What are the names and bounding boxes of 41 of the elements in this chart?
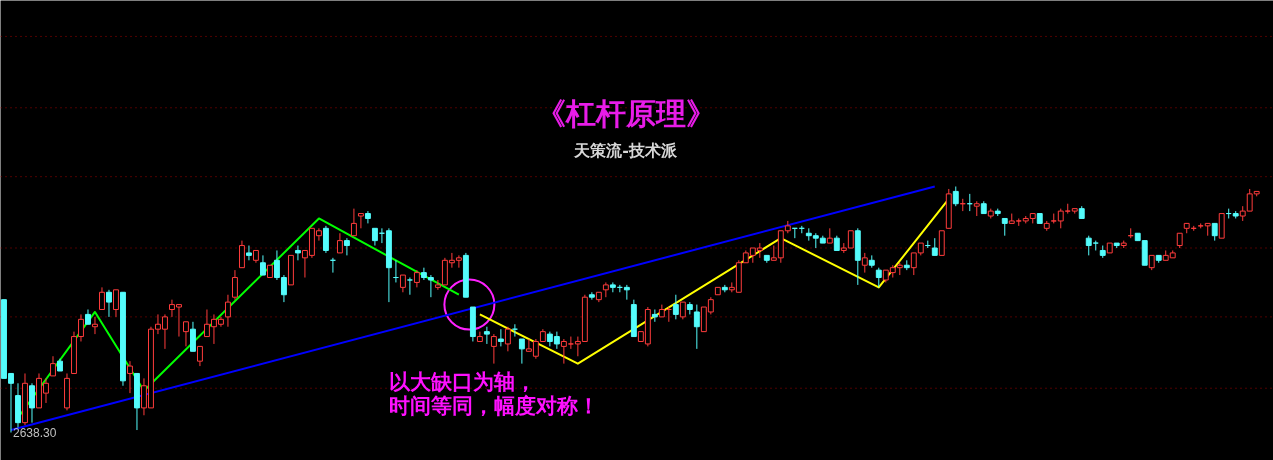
annotation: 2638.30 <box>13 426 57 440</box>
candlestick <box>350 208 357 237</box>
candlestick <box>357 213 364 229</box>
candlestick <box>672 294 679 320</box>
candlestick <box>197 345 203 367</box>
candlestick <box>490 333 497 365</box>
chart-title: 《杠杆原理》 <box>535 96 716 131</box>
candlestick <box>106 289 112 318</box>
candlestick <box>504 326 511 352</box>
candlestick <box>99 286 105 310</box>
candlestick <box>238 240 245 269</box>
candlestick <box>483 326 490 345</box>
candlestick <box>861 252 868 274</box>
candlestick <box>406 277 413 296</box>
candlestick <box>127 360 133 394</box>
candlestick <box>343 237 350 256</box>
candlestick <box>952 186 959 207</box>
candlestick <box>29 382 35 424</box>
candlestick <box>336 232 343 254</box>
candlestick <box>875 267 882 288</box>
candlestick <box>50 355 56 377</box>
candlestick <box>113 289 119 318</box>
annotation: 以大缺口为轴， <box>388 369 536 394</box>
candlestick <box>245 245 252 261</box>
annotation: 时间等同，幅度对称！ <box>388 393 599 418</box>
chart-subtitle: 天策流-技术派 <box>573 141 678 160</box>
candlestick <box>225 294 231 328</box>
candlestick <box>364 210 371 224</box>
candlestick <box>602 281 609 298</box>
candlestick <box>693 304 700 350</box>
candlestick <box>232 269 238 301</box>
candlestick <box>259 254 266 276</box>
candlestick <box>322 225 329 254</box>
candlestick <box>190 321 196 352</box>
candlestick <box>92 316 98 335</box>
candlestick <box>623 284 630 301</box>
candlestick <box>183 321 189 347</box>
candlestick <box>588 291 595 301</box>
candlestick <box>518 338 525 365</box>
candlestick <box>497 328 504 347</box>
candlestick <box>294 245 301 261</box>
